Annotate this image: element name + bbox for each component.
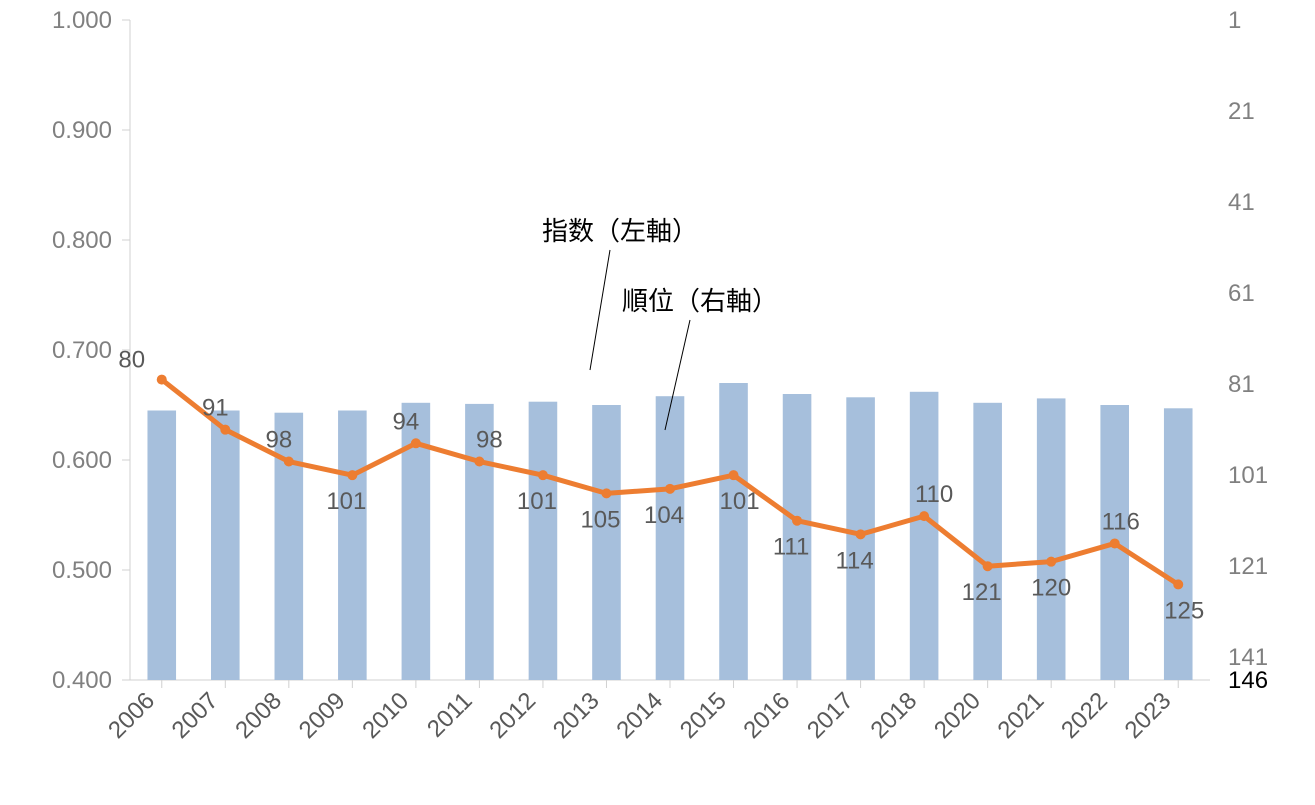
yaxis-right-tick-label: 101 (1228, 462, 1268, 489)
line-marker (856, 529, 866, 539)
yaxis-right-tick-label: 81 (1228, 371, 1255, 398)
line-marker (983, 561, 993, 571)
line-data-label: 121 (962, 579, 1002, 606)
line-data-label: 116 (1102, 508, 1140, 535)
line-data-label: 120 (1031, 575, 1071, 602)
line-marker (1110, 538, 1120, 548)
line-data-label: 111 (773, 534, 809, 561)
bar (529, 402, 558, 680)
yaxis-left-tick-label: 0.600 (52, 447, 112, 474)
line-data-label: 105 (580, 506, 620, 533)
line-marker (729, 470, 739, 480)
line-data-label: 101 (326, 488, 366, 515)
line-data-label: 80 (118, 347, 145, 374)
line-marker (1046, 557, 1056, 567)
line-marker (792, 516, 802, 526)
line-data-label: 101 (720, 488, 760, 515)
line-data-label: 101 (517, 488, 557, 515)
bar (211, 411, 240, 681)
yaxis-right-tick-label: 21 (1228, 98, 1255, 125)
line-marker (919, 511, 929, 521)
bar (1037, 398, 1066, 680)
line-marker (538, 470, 548, 480)
line-data-label: 114 (835, 547, 873, 574)
line-data-label: 98 (476, 427, 503, 454)
bar (719, 383, 748, 680)
yaxis-left-tick-label: 0.400 (52, 667, 112, 694)
yaxis-left-tick-label: 0.800 (52, 227, 112, 254)
line-data-label: 110 (915, 481, 953, 508)
yaxis-left-tick-label: 1.000 (52, 7, 112, 34)
line-marker (220, 425, 230, 435)
yaxis-right-tick-label: 41 (1228, 189, 1255, 216)
annotation-bar-label: 指数（左軸） (542, 216, 698, 246)
line-marker (665, 484, 675, 494)
bar (1164, 408, 1193, 680)
yaxis-left-tick-label: 0.900 (52, 117, 112, 144)
line-data-label: 94 (393, 408, 420, 435)
bar (910, 392, 939, 680)
yaxis-left-tick-label: 0.700 (52, 337, 112, 364)
line-data-label: 91 (202, 395, 229, 422)
line-marker (601, 488, 611, 498)
annotation-line-label: 順位（右軸） (622, 286, 778, 316)
yaxis-right-tick-label: 121 (1228, 553, 1268, 580)
line-data-label: 98 (265, 427, 292, 454)
yaxis-right-tick-label: 61 (1228, 280, 1255, 307)
line-marker (411, 438, 421, 448)
bar (147, 411, 176, 681)
yaxis-right-tick-label: 146 (1228, 667, 1268, 694)
bar (656, 396, 685, 680)
bar (338, 411, 367, 681)
yaxis-left-tick-label: 0.500 (52, 557, 112, 584)
line-marker (284, 457, 294, 467)
combo-chart: 0.4000.5000.6000.7000.8000.9001.00012141… (0, 0, 1315, 805)
bar (973, 403, 1002, 680)
line-data-label: 125 (1164, 597, 1204, 624)
line-data-label: 104 (644, 502, 684, 529)
line-marker (157, 375, 167, 385)
line-marker (1173, 579, 1183, 589)
bar (592, 405, 621, 680)
yaxis-right-tick-label: 1 (1228, 7, 1241, 34)
line-marker (347, 470, 357, 480)
line-marker (474, 457, 484, 467)
